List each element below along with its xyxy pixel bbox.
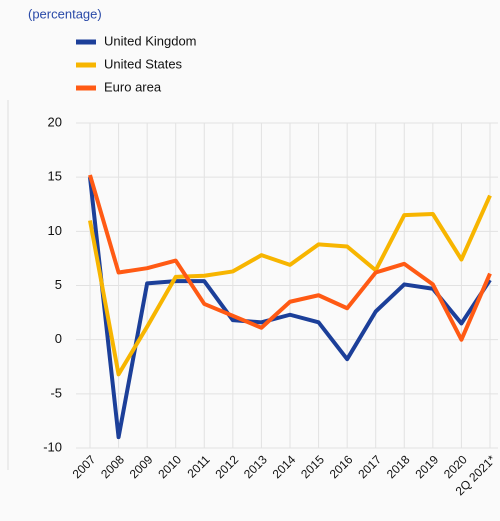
y-tick-label: 0 [55,331,62,346]
legend-label: United Kingdom [104,33,197,48]
y-tick-label: 10 [48,223,62,238]
y-tick-label: -10 [43,439,62,454]
series-line [88,194,492,377]
legend-label: United States [104,56,183,71]
y-tick-label: 5 [55,277,62,292]
y-tick-label: -5 [50,385,62,400]
series-line [88,176,492,440]
y-tick-label: 15 [48,169,62,184]
y-tick-label: 20 [48,114,62,129]
series-line [88,174,492,342]
subtitle: (percentage) [28,6,102,21]
legend-label: Euro area [104,79,162,94]
